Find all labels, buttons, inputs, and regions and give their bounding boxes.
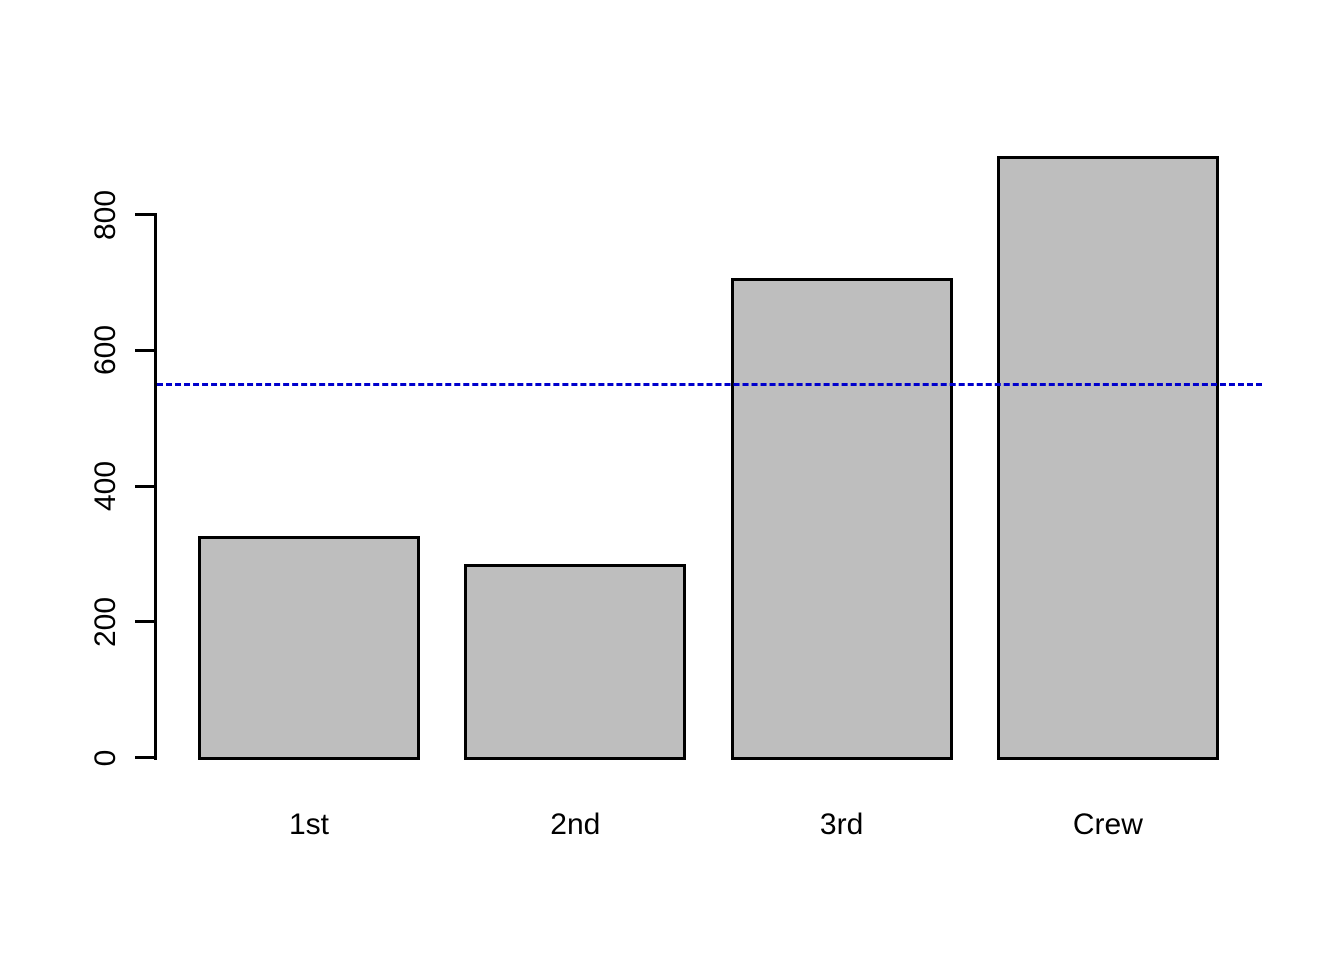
x-category-label: 2nd — [550, 808, 601, 841]
y-tick-label: 600 — [89, 325, 122, 376]
y-tick-mark — [135, 348, 157, 352]
y-tick-label: 0 — [89, 749, 122, 766]
bar-3rd — [730, 277, 953, 760]
y-tick-mark — [135, 484, 157, 488]
y-tick-label: 200 — [89, 596, 122, 647]
x-category-label: 1st — [288, 808, 330, 841]
y-tick-mark — [135, 756, 157, 759]
y-tick-label: 800 — [89, 189, 122, 240]
y-tick-label: 400 — [89, 460, 122, 512]
bar-1st — [198, 536, 420, 760]
y-tick-mark — [135, 620, 157, 624]
x-category-label: 3rd — [819, 808, 864, 841]
x-category-label: Crew — [1072, 808, 1143, 841]
bar-2nd — [464, 563, 687, 760]
mean-reference-line — [157, 382, 1262, 386]
y-tick-mark — [135, 213, 157, 216]
bar-Crew — [996, 156, 1219, 760]
